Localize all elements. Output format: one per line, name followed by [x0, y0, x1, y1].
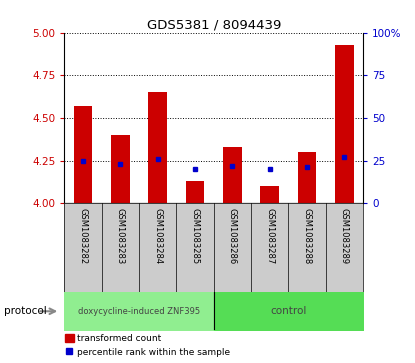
Title: GDS5381 / 8094439: GDS5381 / 8094439: [146, 19, 281, 32]
Bar: [149, 92, 167, 203]
Bar: [223, 147, 242, 203]
Text: GSM1083283: GSM1083283: [116, 208, 125, 264]
Text: control: control: [270, 306, 307, 316]
Legend: transformed count, percentile rank within the sample: transformed count, percentile rank withi…: [65, 334, 230, 357]
Text: GSM1083285: GSM1083285: [190, 208, 200, 264]
Text: GSM1083289: GSM1083289: [340, 208, 349, 264]
Text: protocol: protocol: [4, 306, 47, 316]
Bar: [335, 45, 354, 203]
Text: GSM1083288: GSM1083288: [303, 208, 312, 264]
Bar: [111, 135, 130, 203]
Bar: [74, 106, 93, 203]
Bar: [261, 186, 279, 203]
Text: GSM1083282: GSM1083282: [78, 208, 88, 264]
Text: GSM1083284: GSM1083284: [153, 208, 162, 264]
Bar: [298, 152, 317, 203]
Text: GSM1083287: GSM1083287: [265, 208, 274, 264]
Text: GSM1083286: GSM1083286: [228, 208, 237, 264]
Bar: [186, 181, 205, 203]
Text: doxycycline-induced ZNF395: doxycycline-induced ZNF395: [78, 307, 200, 316]
